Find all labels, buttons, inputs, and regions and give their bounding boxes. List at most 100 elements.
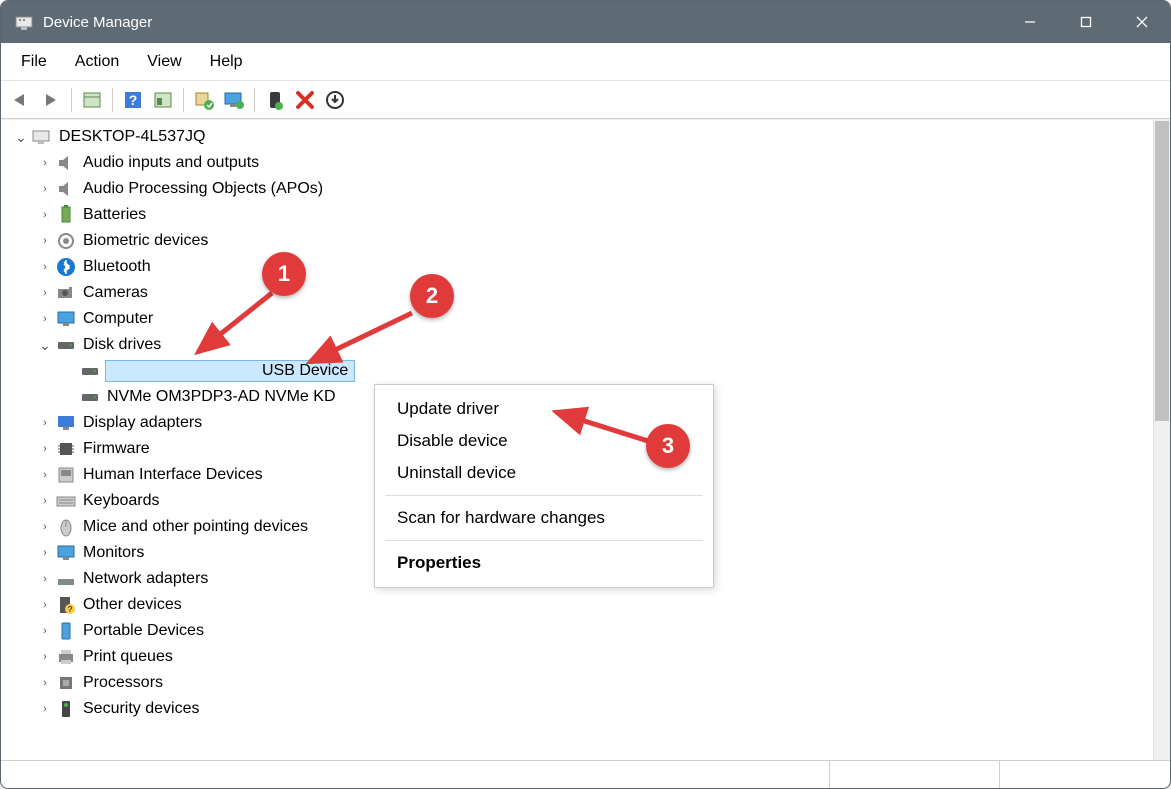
tree-child-usb-device[interactable]: USB Device xyxy=(5,358,1153,384)
close-button[interactable] xyxy=(1114,1,1170,43)
expander-icon[interactable]: › xyxy=(35,202,55,228)
window-controls xyxy=(1002,1,1170,43)
maximize-button[interactable] xyxy=(1058,1,1114,43)
properties-icon[interactable] xyxy=(149,86,177,114)
tree-label: Audio inputs and outputs xyxy=(81,150,261,176)
bluetooth-icon xyxy=(55,256,77,278)
expander-icon[interactable]: › xyxy=(35,644,55,670)
portable-icon xyxy=(55,620,77,642)
expander-icon[interactable]: › xyxy=(35,436,55,462)
tree-item-computer[interactable]: › Computer xyxy=(5,306,1153,332)
expander-icon[interactable]: › xyxy=(35,150,55,176)
expander-icon[interactable]: › xyxy=(35,618,55,644)
expander-icon[interactable]: › xyxy=(35,540,55,566)
status-cell-3 xyxy=(1000,761,1170,788)
svg-text:?: ? xyxy=(68,605,73,614)
uninstall-icon[interactable] xyxy=(321,86,349,114)
expander-icon[interactable]: › xyxy=(35,176,55,202)
menu-action[interactable]: Action xyxy=(61,49,133,75)
tree-label: Cameras xyxy=(81,280,150,306)
tree-root[interactable]: ⌄DESKTOP-4L537JQ xyxy=(5,124,1153,150)
back-icon[interactable] xyxy=(7,86,35,114)
tree-label: Display adapters xyxy=(81,410,204,436)
security-icon xyxy=(55,698,77,720)
scroll-thumb[interactable] xyxy=(1155,121,1169,421)
expander-icon[interactable]: › xyxy=(35,228,55,254)
menubar: FileActionViewHelp xyxy=(1,43,1170,81)
tree-item-print-queues[interactable]: ›Print queues xyxy=(5,644,1153,670)
tree-label: Processors xyxy=(81,670,165,696)
hid-icon xyxy=(55,464,77,486)
tree-label: Human Interface Devices xyxy=(81,462,265,488)
tree-item-audio-inputs-and-outputs[interactable]: › Audio inputs and outputs xyxy=(5,150,1153,176)
display-icon xyxy=(55,412,77,434)
tree-label: NVMe OM3PDP3-AD NVMe KD xyxy=(105,384,338,410)
tree-label: USB Device xyxy=(105,360,355,382)
tree-label: Firmware xyxy=(81,436,152,462)
expander-icon[interactable]: › xyxy=(35,670,55,696)
help-icon[interactable]: ? xyxy=(119,86,147,114)
tree-label: Batteries xyxy=(81,202,148,228)
battery-icon xyxy=(55,204,77,226)
toolbar: ? xyxy=(1,81,1170,119)
toolbar-separator xyxy=(71,88,72,112)
tree-label: Computer xyxy=(81,306,155,332)
annotation-badge-1: 1 xyxy=(262,252,306,296)
tree-item-cameras[interactable]: › Cameras xyxy=(5,280,1153,306)
expander-icon[interactable]: › xyxy=(35,410,55,436)
tree-label: Network adapters xyxy=(81,566,210,592)
computer-icon xyxy=(31,126,53,148)
monitor-icon xyxy=(55,542,77,564)
context-properties[interactable]: Properties xyxy=(375,547,713,579)
tree-item-portable-devices[interactable]: › Portable Devices xyxy=(5,618,1153,644)
expander-icon[interactable]: › xyxy=(35,306,55,332)
expander-icon[interactable]: › xyxy=(35,254,55,280)
tree-item-audio-processing-objects-apos-[interactable]: ›Audio Processing Objects (APOs) xyxy=(5,176,1153,202)
tree-item-other-devices[interactable]: ›? Other devices xyxy=(5,592,1153,618)
context-update-driver[interactable]: Update driver xyxy=(375,393,713,425)
tree-item-bluetooth[interactable]: › Bluetooth xyxy=(5,254,1153,280)
expander-icon[interactable]: › xyxy=(35,566,55,592)
update-driver-icon[interactable] xyxy=(190,86,218,114)
tree-item-biometric-devices[interactable]: ›Biometric devices xyxy=(5,228,1153,254)
toolbar-separator xyxy=(112,88,113,112)
status-cell-2 xyxy=(830,761,1000,788)
expander-icon[interactable]: › xyxy=(35,514,55,540)
other-icon: ? xyxy=(55,594,77,616)
show-hidden-icon[interactable] xyxy=(78,86,106,114)
tree-item-processors[interactable]: › Processors xyxy=(5,670,1153,696)
speaker-icon xyxy=(55,178,77,200)
forward-icon[interactable] xyxy=(37,86,65,114)
tree-item-security-devices[interactable]: › Security devices xyxy=(5,696,1153,722)
context-scan-for-hardware-changes[interactable]: Scan for hardware changes xyxy=(375,502,713,534)
context-menu-separator xyxy=(385,495,703,496)
network-icon xyxy=(55,568,77,590)
tree-label: Portable Devices xyxy=(81,618,206,644)
menu-file[interactable]: File xyxy=(7,49,61,75)
minimize-button[interactable] xyxy=(1002,1,1058,43)
disable-icon[interactable] xyxy=(291,86,319,114)
toolbar-separator xyxy=(183,88,184,112)
expander-icon[interactable]: › xyxy=(35,592,55,618)
tree-label: Monitors xyxy=(81,540,146,566)
tree-label: Other devices xyxy=(81,592,184,618)
expander-icon[interactable]: ⌄ xyxy=(35,332,55,358)
tree-item-disk-drives[interactable]: ⌄ Disk drives xyxy=(5,332,1153,358)
scrollbar-vertical[interactable] xyxy=(1153,120,1170,760)
scan-icon[interactable] xyxy=(220,86,248,114)
monitor-icon xyxy=(55,308,77,330)
context-menu: Update driverDisable deviceUninstall dev… xyxy=(374,384,714,588)
tree-label: Security devices xyxy=(81,696,202,722)
expander-icon[interactable]: › xyxy=(35,488,55,514)
expander-icon[interactable]: ⌄ xyxy=(11,124,31,150)
enable-icon[interactable] xyxy=(261,86,289,114)
menu-view[interactable]: View xyxy=(133,49,195,75)
tree-item-batteries[interactable]: › Batteries xyxy=(5,202,1153,228)
menu-help[interactable]: Help xyxy=(196,49,257,75)
expander-icon[interactable]: › xyxy=(35,696,55,722)
statusbar xyxy=(1,760,1170,788)
tree-label: Bluetooth xyxy=(81,254,153,280)
expander-icon[interactable]: › xyxy=(35,462,55,488)
expander-icon[interactable]: › xyxy=(35,280,55,306)
tree-label: Disk drives xyxy=(81,332,163,358)
